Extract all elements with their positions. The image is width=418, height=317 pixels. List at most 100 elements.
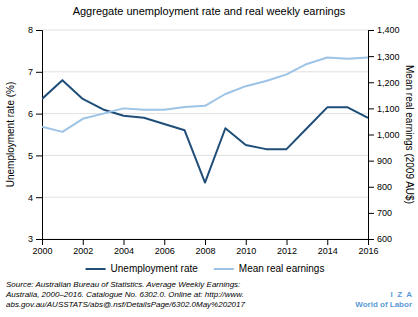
tick-label: 2006 — [155, 246, 175, 256]
tick-mark — [246, 239, 247, 245]
legend: Unemployment rate Mean real earnings — [86, 263, 325, 274]
tick-label: 2012 — [277, 246, 297, 256]
y-axis: 3 4 5 6 7 8 — [28, 25, 43, 244]
source-note: Australia, 2000–2016. Catalogue No. 6302… — [5, 290, 244, 299]
tick-mark — [368, 161, 374, 162]
tick-label: 5 — [28, 151, 33, 161]
tick: 3 — [28, 234, 42, 244]
tick-mark — [327, 239, 328, 245]
tick-label: 8 — [28, 25, 33, 35]
tick-label: 2004 — [114, 246, 134, 256]
tick: 1,200 — [368, 78, 400, 88]
tick: 4 — [28, 193, 42, 203]
title: Aggregate unemployment rate and real wee… — [73, 5, 346, 17]
tick-label: 800 — [377, 182, 392, 192]
tick-label: 1,400 — [377, 25, 400, 35]
tick: 5 — [28, 151, 42, 161]
axis-line — [36, 31, 43, 240]
tick-label: 4 — [28, 193, 33, 203]
tick-mark — [83, 239, 84, 245]
chart: Aggregate unemployment rate and real wee… — [0, 0, 418, 317]
tick-label: 1,100 — [377, 104, 400, 114]
tick-label: 1,300 — [377, 52, 400, 62]
tick-mark — [368, 82, 374, 83]
grid — [42, 30, 368, 239]
tick-label: 900 — [377, 156, 392, 166]
tick-mark — [368, 30, 374, 31]
tick: 1,400 — [368, 25, 400, 35]
tick: 2000 — [32, 239, 52, 256]
tick-mark — [124, 239, 125, 245]
tick-label: 700 — [377, 208, 392, 218]
axis-line — [43, 240, 369, 246]
tick: 7 — [28, 67, 42, 77]
tick: 600 — [368, 234, 392, 244]
tick: 1,300 — [368, 52, 400, 62]
grid-line — [42, 113, 368, 114]
tick-label: 1,000 — [377, 130, 400, 140]
axis-line — [369, 31, 375, 240]
tick-label: 2010 — [236, 246, 256, 256]
tick-mark — [36, 239, 42, 240]
tick: 2014 — [318, 239, 338, 256]
legend-item: Mean real earnings — [214, 263, 325, 274]
legend-swatch — [214, 268, 234, 270]
tick: 1,100 — [368, 104, 400, 114]
tick: 2008 — [195, 239, 215, 256]
tick-mark — [368, 213, 374, 214]
tick: 6 — [28, 109, 42, 119]
grid-line — [42, 71, 368, 72]
tick: 700 — [368, 208, 392, 218]
tick-mark — [368, 56, 374, 57]
tick: 1,000 — [368, 130, 400, 140]
series-line — [42, 80, 368, 182]
tick-mark — [36, 72, 42, 73]
tick-mark — [368, 239, 374, 240]
tick: 2004 — [114, 239, 134, 256]
tick-mark — [36, 30, 42, 31]
tick-label: 2016 — [358, 246, 378, 256]
tick-label: 6 — [28, 109, 33, 119]
y2-axis-title: Mean real earnings (2009 AU$) — [404, 65, 415, 204]
tick-label: 3 — [28, 234, 33, 244]
tick-label: 600 — [377, 234, 392, 244]
tick: 2006 — [155, 239, 175, 256]
source-note: abs.gov.au/AUSSTATS/abs@.nsf/DetailsPage… — [6, 300, 245, 309]
legend-label: Mean real earnings — [239, 263, 325, 274]
y2-axis: 600 700 800 900 1,000 1,100 1,200 1,300 1,400 — [368, 25, 400, 244]
tick-mark — [287, 239, 288, 245]
legend-item: Unemployment rate — [86, 263, 199, 274]
tick-label: 2002 — [73, 246, 93, 256]
tick-mark — [36, 114, 42, 115]
legend-swatch — [86, 268, 106, 270]
tick-label: 7 — [28, 67, 33, 77]
lines — [42, 57, 368, 182]
tick: 2010 — [236, 239, 256, 256]
tick: 2012 — [277, 239, 297, 256]
tick: 8 — [28, 25, 42, 35]
grid-line — [42, 30, 368, 31]
tick: 900 — [368, 156, 392, 166]
tick-mark — [205, 239, 206, 245]
branding: I Z A — [391, 290, 413, 299]
tick-label: 2008 — [195, 246, 215, 256]
tick-mark — [36, 197, 42, 198]
y-axis-title: Unemployment rate (%) — [5, 82, 16, 188]
tick-mark — [368, 135, 374, 136]
series-line — [42, 57, 368, 131]
x-axis: 2000 2002 2004 2006 2008 2010 2012 2014 2016 — [32, 239, 378, 256]
legend-label: Unemployment rate — [111, 263, 199, 274]
tick: 2016 — [358, 239, 378, 256]
tick: 800 — [368, 182, 392, 192]
branding: World of Labor — [355, 300, 412, 309]
source-note: Source: Australian Bureau of Statistics.… — [6, 280, 240, 289]
tick-mark — [36, 155, 42, 156]
plot: 2000 2002 2004 2006 2008 2010 2012 2014 2016 3 4 5 6… — [28, 25, 400, 256]
tick: 2002 — [73, 239, 93, 256]
grid-line — [42, 197, 368, 198]
tick-mark — [368, 108, 374, 109]
tick-label: 2014 — [318, 246, 338, 256]
tick-mark — [164, 239, 165, 245]
tick-mark — [368, 187, 374, 188]
tick-label: 1,200 — [377, 78, 400, 88]
